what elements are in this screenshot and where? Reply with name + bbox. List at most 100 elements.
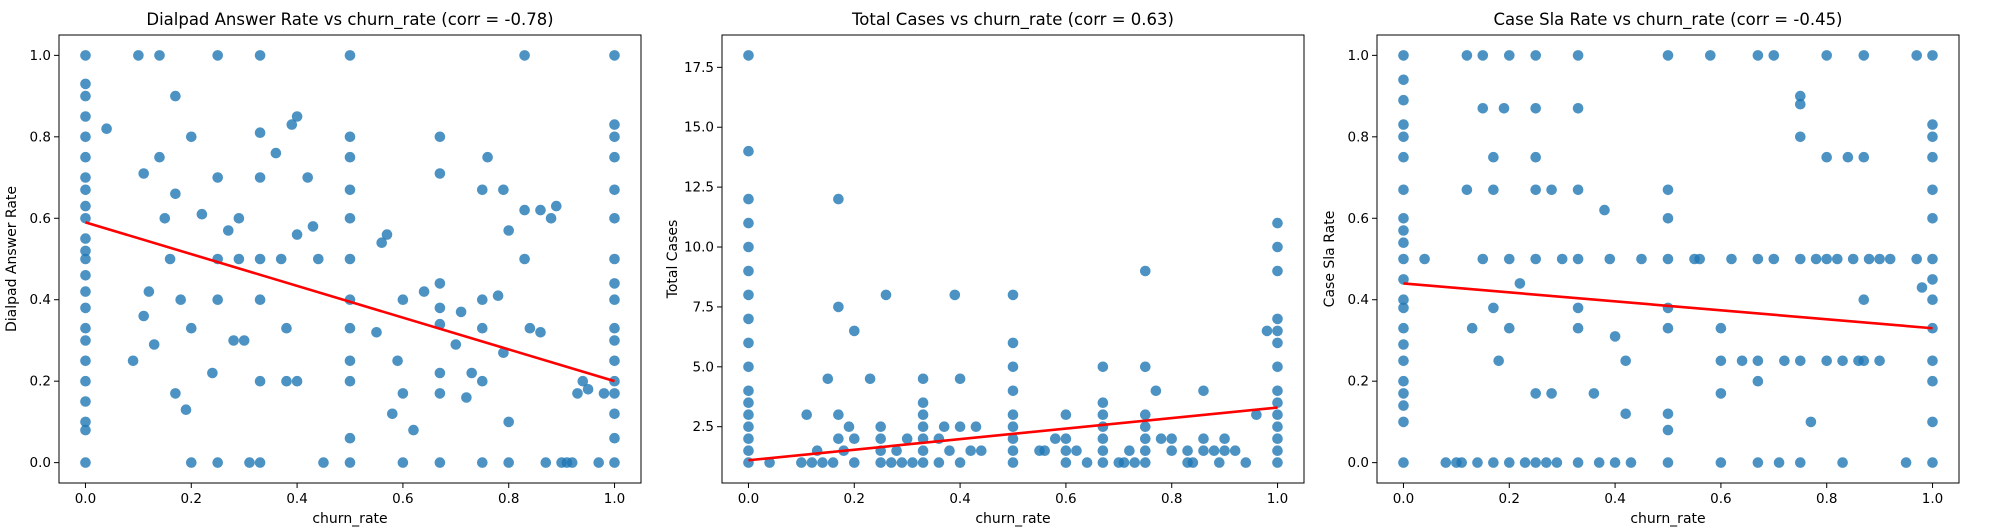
x-tick-label: 1.0 [1267, 491, 1288, 507]
data-point [1821, 50, 1832, 61]
data-point [1129, 457, 1140, 468]
x-tick-label: 1.0 [604, 491, 625, 507]
data-point [434, 388, 446, 399]
x-tick-label: 0.6 [392, 491, 413, 507]
data-point [1398, 400, 1409, 411]
data-point [1272, 361, 1283, 373]
data-point [482, 151, 493, 163]
data-point [80, 424, 91, 436]
data-point [1874, 253, 1885, 265]
data-point [207, 367, 218, 379]
data-point [1572, 302, 1584, 314]
regression-line [85, 221, 615, 383]
data-point [1007, 433, 1019, 445]
data-point [1007, 457, 1019, 468]
data-point [254, 172, 266, 183]
data-point [80, 78, 91, 90]
data-point [524, 322, 536, 334]
y-tick-label: 7.5 [693, 299, 714, 315]
data-point [743, 313, 754, 325]
data-point [1398, 355, 1409, 367]
data-point [764, 457, 775, 468]
data-point [743, 265, 754, 277]
data-point [1272, 265, 1283, 277]
data-point [1884, 253, 1896, 265]
x-tick-label: 0.4 [1604, 491, 1625, 507]
data-point [138, 168, 149, 179]
data-point [212, 172, 223, 183]
data-point [1398, 302, 1409, 314]
data-point [1272, 421, 1283, 433]
data-point [307, 221, 319, 232]
data-point [503, 457, 514, 468]
data-point [1752, 375, 1764, 387]
data-point [212, 457, 223, 468]
data-point [1572, 50, 1584, 61]
data-point [1477, 253, 1489, 265]
data-point [466, 367, 478, 379]
y-tick-label: 1.0 [1348, 48, 1369, 64]
data-point [1272, 325, 1283, 337]
data-point [577, 375, 589, 387]
data-point [80, 184, 91, 196]
y-tick-label: 10.0 [684, 240, 714, 256]
data-point [1514, 278, 1526, 289]
data-point [1572, 457, 1584, 468]
data-point [598, 388, 610, 399]
data-point [1927, 457, 1938, 468]
data-point [822, 373, 834, 385]
data-point [551, 200, 562, 212]
data-point [891, 445, 902, 457]
data-point [1488, 457, 1499, 468]
data-point [954, 373, 966, 385]
data-point [1272, 457, 1283, 468]
data-point [170, 388, 181, 399]
data-point [1604, 253, 1616, 265]
data-point [886, 457, 897, 468]
data-point [1593, 457, 1605, 468]
data-point [80, 335, 91, 346]
y-tick-label: 12.5 [684, 180, 714, 196]
data-point [593, 457, 604, 468]
data-point [1097, 445, 1109, 457]
data-point [477, 375, 488, 387]
plot-frame [721, 34, 1305, 484]
data-point [291, 111, 303, 122]
data-point [1187, 457, 1199, 468]
data-point [159, 213, 171, 224]
data-point [609, 355, 620, 367]
x-tick-label: 0.8 [1161, 491, 1182, 507]
data-point [233, 213, 245, 224]
data-point [196, 208, 208, 220]
data-point [1398, 151, 1409, 163]
data-point [154, 151, 165, 163]
data-point [344, 355, 356, 367]
data-point [434, 131, 446, 143]
data-point [954, 457, 966, 468]
data-point [1795, 457, 1806, 468]
data-point [609, 184, 620, 196]
data-point [1927, 375, 1938, 387]
data-point [1599, 204, 1610, 216]
data-point [254, 294, 266, 306]
x-tick-label: 0.8 [1816, 491, 1837, 507]
subplot-total-cases: 0.0 0.2 0.4 0.6 0.8 1.0 2.5 5.0 7.5 10.0 12.5 15.0 1… [665, 10, 1305, 527]
data-point [1488, 184, 1499, 196]
data-point [80, 50, 91, 61]
data-point [1456, 457, 1467, 468]
data-point [1060, 457, 1072, 468]
data-point [175, 294, 186, 306]
data-point [1007, 361, 1019, 373]
data-point [80, 245, 91, 257]
data-point [1398, 457, 1409, 468]
data-point [743, 241, 754, 253]
data-point [609, 50, 620, 61]
data-point [1493, 355, 1504, 367]
data-point [743, 50, 754, 61]
data-point [1007, 409, 1019, 421]
data-point [827, 457, 839, 468]
data-point [1858, 294, 1870, 306]
data-point [1927, 131, 1938, 143]
data-point [1097, 409, 1109, 421]
